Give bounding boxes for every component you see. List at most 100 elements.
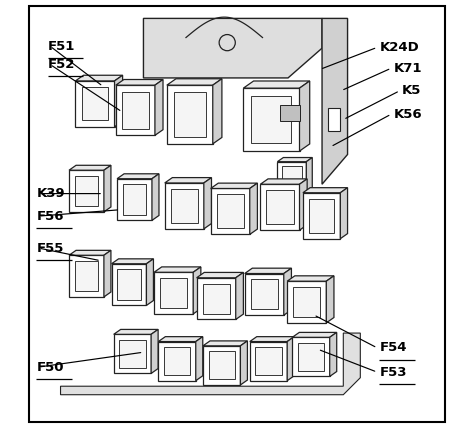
Polygon shape <box>115 75 123 127</box>
Bar <box>160 278 187 308</box>
Polygon shape <box>300 81 310 151</box>
Polygon shape <box>340 188 347 239</box>
Polygon shape <box>250 183 257 235</box>
Bar <box>251 279 278 309</box>
Bar <box>82 87 108 120</box>
Polygon shape <box>111 264 146 306</box>
Text: K24D: K24D <box>380 41 419 54</box>
Bar <box>174 92 206 137</box>
Polygon shape <box>287 276 334 281</box>
Text: F51: F51 <box>48 39 75 53</box>
Polygon shape <box>197 273 243 278</box>
Polygon shape <box>75 81 115 127</box>
Polygon shape <box>306 158 312 199</box>
Polygon shape <box>197 278 236 319</box>
Polygon shape <box>154 272 193 314</box>
Polygon shape <box>104 165 111 212</box>
Polygon shape <box>204 178 211 229</box>
Bar <box>171 189 198 223</box>
Polygon shape <box>69 255 104 297</box>
Polygon shape <box>292 337 330 377</box>
Polygon shape <box>245 273 284 315</box>
Polygon shape <box>144 18 322 78</box>
Bar <box>252 96 292 143</box>
Polygon shape <box>292 333 337 337</box>
Bar <box>74 176 99 206</box>
Text: F52: F52 <box>48 58 75 71</box>
Polygon shape <box>284 268 292 315</box>
Bar <box>209 351 235 379</box>
Polygon shape <box>193 267 201 314</box>
Polygon shape <box>245 268 292 273</box>
Bar <box>266 190 293 224</box>
Polygon shape <box>243 81 310 88</box>
Polygon shape <box>250 337 294 342</box>
Bar <box>117 269 141 300</box>
Polygon shape <box>203 346 240 385</box>
Polygon shape <box>114 334 151 374</box>
Polygon shape <box>260 184 300 230</box>
Bar <box>309 199 334 233</box>
Text: K5: K5 <box>402 84 421 97</box>
Text: F50: F50 <box>36 360 64 374</box>
Text: F54: F54 <box>380 342 407 354</box>
Text: F56: F56 <box>36 210 64 223</box>
Polygon shape <box>167 85 213 144</box>
Polygon shape <box>287 281 326 323</box>
Polygon shape <box>155 80 163 135</box>
Polygon shape <box>111 259 154 264</box>
Bar <box>328 108 340 131</box>
Polygon shape <box>236 273 243 319</box>
Polygon shape <box>75 75 123 81</box>
Polygon shape <box>114 330 158 334</box>
Polygon shape <box>69 165 111 170</box>
Polygon shape <box>196 337 203 380</box>
Text: K56: K56 <box>393 107 422 121</box>
Polygon shape <box>158 342 196 380</box>
Polygon shape <box>250 342 287 380</box>
Polygon shape <box>300 179 307 230</box>
Polygon shape <box>240 341 247 385</box>
Polygon shape <box>117 174 159 179</box>
Polygon shape <box>287 337 294 380</box>
Polygon shape <box>164 178 211 183</box>
Polygon shape <box>69 170 104 212</box>
Polygon shape <box>260 179 307 184</box>
Text: K71: K71 <box>393 62 422 74</box>
Polygon shape <box>277 158 312 162</box>
Polygon shape <box>117 179 152 220</box>
Polygon shape <box>61 333 360 395</box>
Text: F55: F55 <box>36 241 64 255</box>
Bar <box>74 261 99 291</box>
Polygon shape <box>322 18 347 184</box>
Polygon shape <box>303 188 347 193</box>
Polygon shape <box>210 183 257 188</box>
Bar <box>282 166 301 194</box>
Polygon shape <box>303 193 340 239</box>
Polygon shape <box>151 330 158 374</box>
Bar <box>123 184 146 215</box>
Polygon shape <box>152 174 159 220</box>
Polygon shape <box>154 267 201 272</box>
Polygon shape <box>104 250 111 297</box>
Polygon shape <box>203 341 247 346</box>
Polygon shape <box>277 162 306 199</box>
Text: F53: F53 <box>380 366 407 379</box>
Bar <box>217 194 244 229</box>
Polygon shape <box>326 276 334 323</box>
Polygon shape <box>69 250 111 255</box>
Bar <box>293 287 320 317</box>
Bar <box>122 92 148 129</box>
Bar <box>164 347 190 375</box>
Polygon shape <box>243 88 300 151</box>
Bar <box>202 284 230 313</box>
Polygon shape <box>146 259 154 306</box>
Bar <box>280 105 300 121</box>
Polygon shape <box>164 183 204 229</box>
Polygon shape <box>158 337 203 342</box>
Polygon shape <box>167 79 222 85</box>
Bar <box>255 347 282 375</box>
Polygon shape <box>116 80 163 85</box>
Bar <box>298 343 324 371</box>
Polygon shape <box>330 333 337 377</box>
